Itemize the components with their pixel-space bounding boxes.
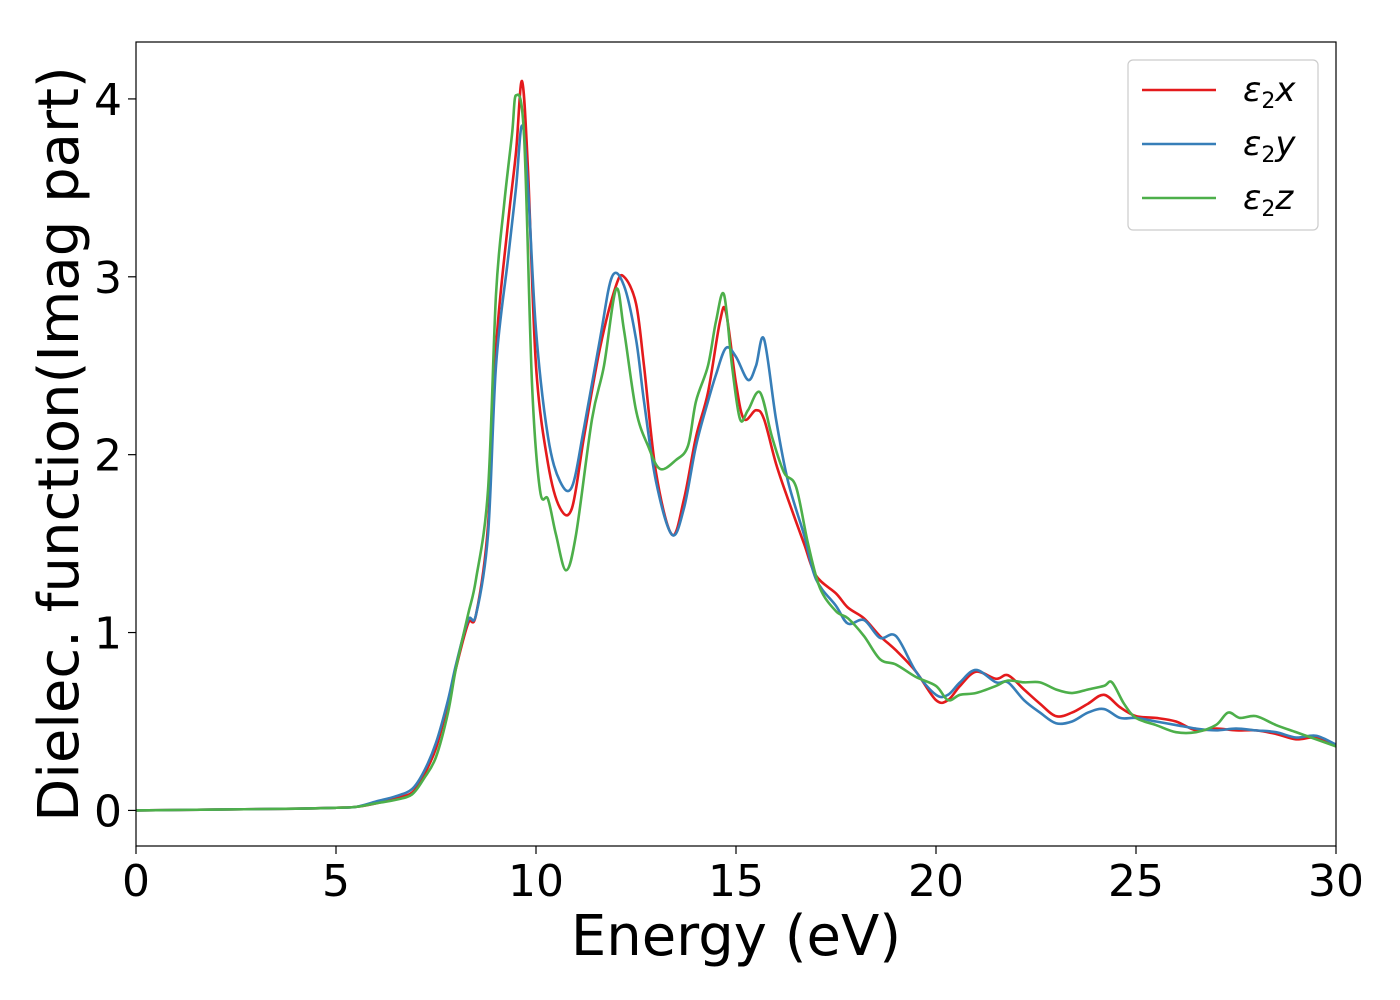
legend-box [1127, 59, 1319, 231]
series-line-3 [136, 93, 1336, 812]
legend-label-2: ε2y [1243, 124, 1296, 168]
x-axis-label: Energy (eV) [571, 904, 901, 969]
legend-label-1: ε2x [1243, 70, 1296, 114]
y-tick-label: 2 [94, 431, 122, 482]
x-tick-label: 10 [508, 856, 564, 907]
y-tick-label: 0 [94, 786, 122, 837]
x-tick-label: 0 [122, 856, 150, 907]
y-tick-label: 3 [94, 253, 122, 304]
x-tick-label: 15 [708, 856, 764, 907]
legend-label-3: ε2z [1243, 178, 1294, 222]
legend: ε2x ε2y ε2z [1127, 59, 1319, 231]
y-tick-label: 1 [94, 609, 122, 660]
x-axis: 0 5 10 15 20 25 30 [122, 846, 1364, 907]
x-tick-label: 5 [322, 856, 350, 907]
x-tick-label: 20 [908, 856, 964, 907]
x-tick-label: 25 [1108, 856, 1164, 907]
x-tick-label: 30 [1308, 856, 1364, 907]
y-tick-label: 4 [94, 75, 122, 126]
series-line-2 [136, 124, 1336, 812]
y-axis-label: Dielec. function(Imag part) [27, 66, 92, 822]
y-axis: 0 1 2 3 4 [94, 75, 136, 837]
series-layer [136, 79, 1336, 812]
